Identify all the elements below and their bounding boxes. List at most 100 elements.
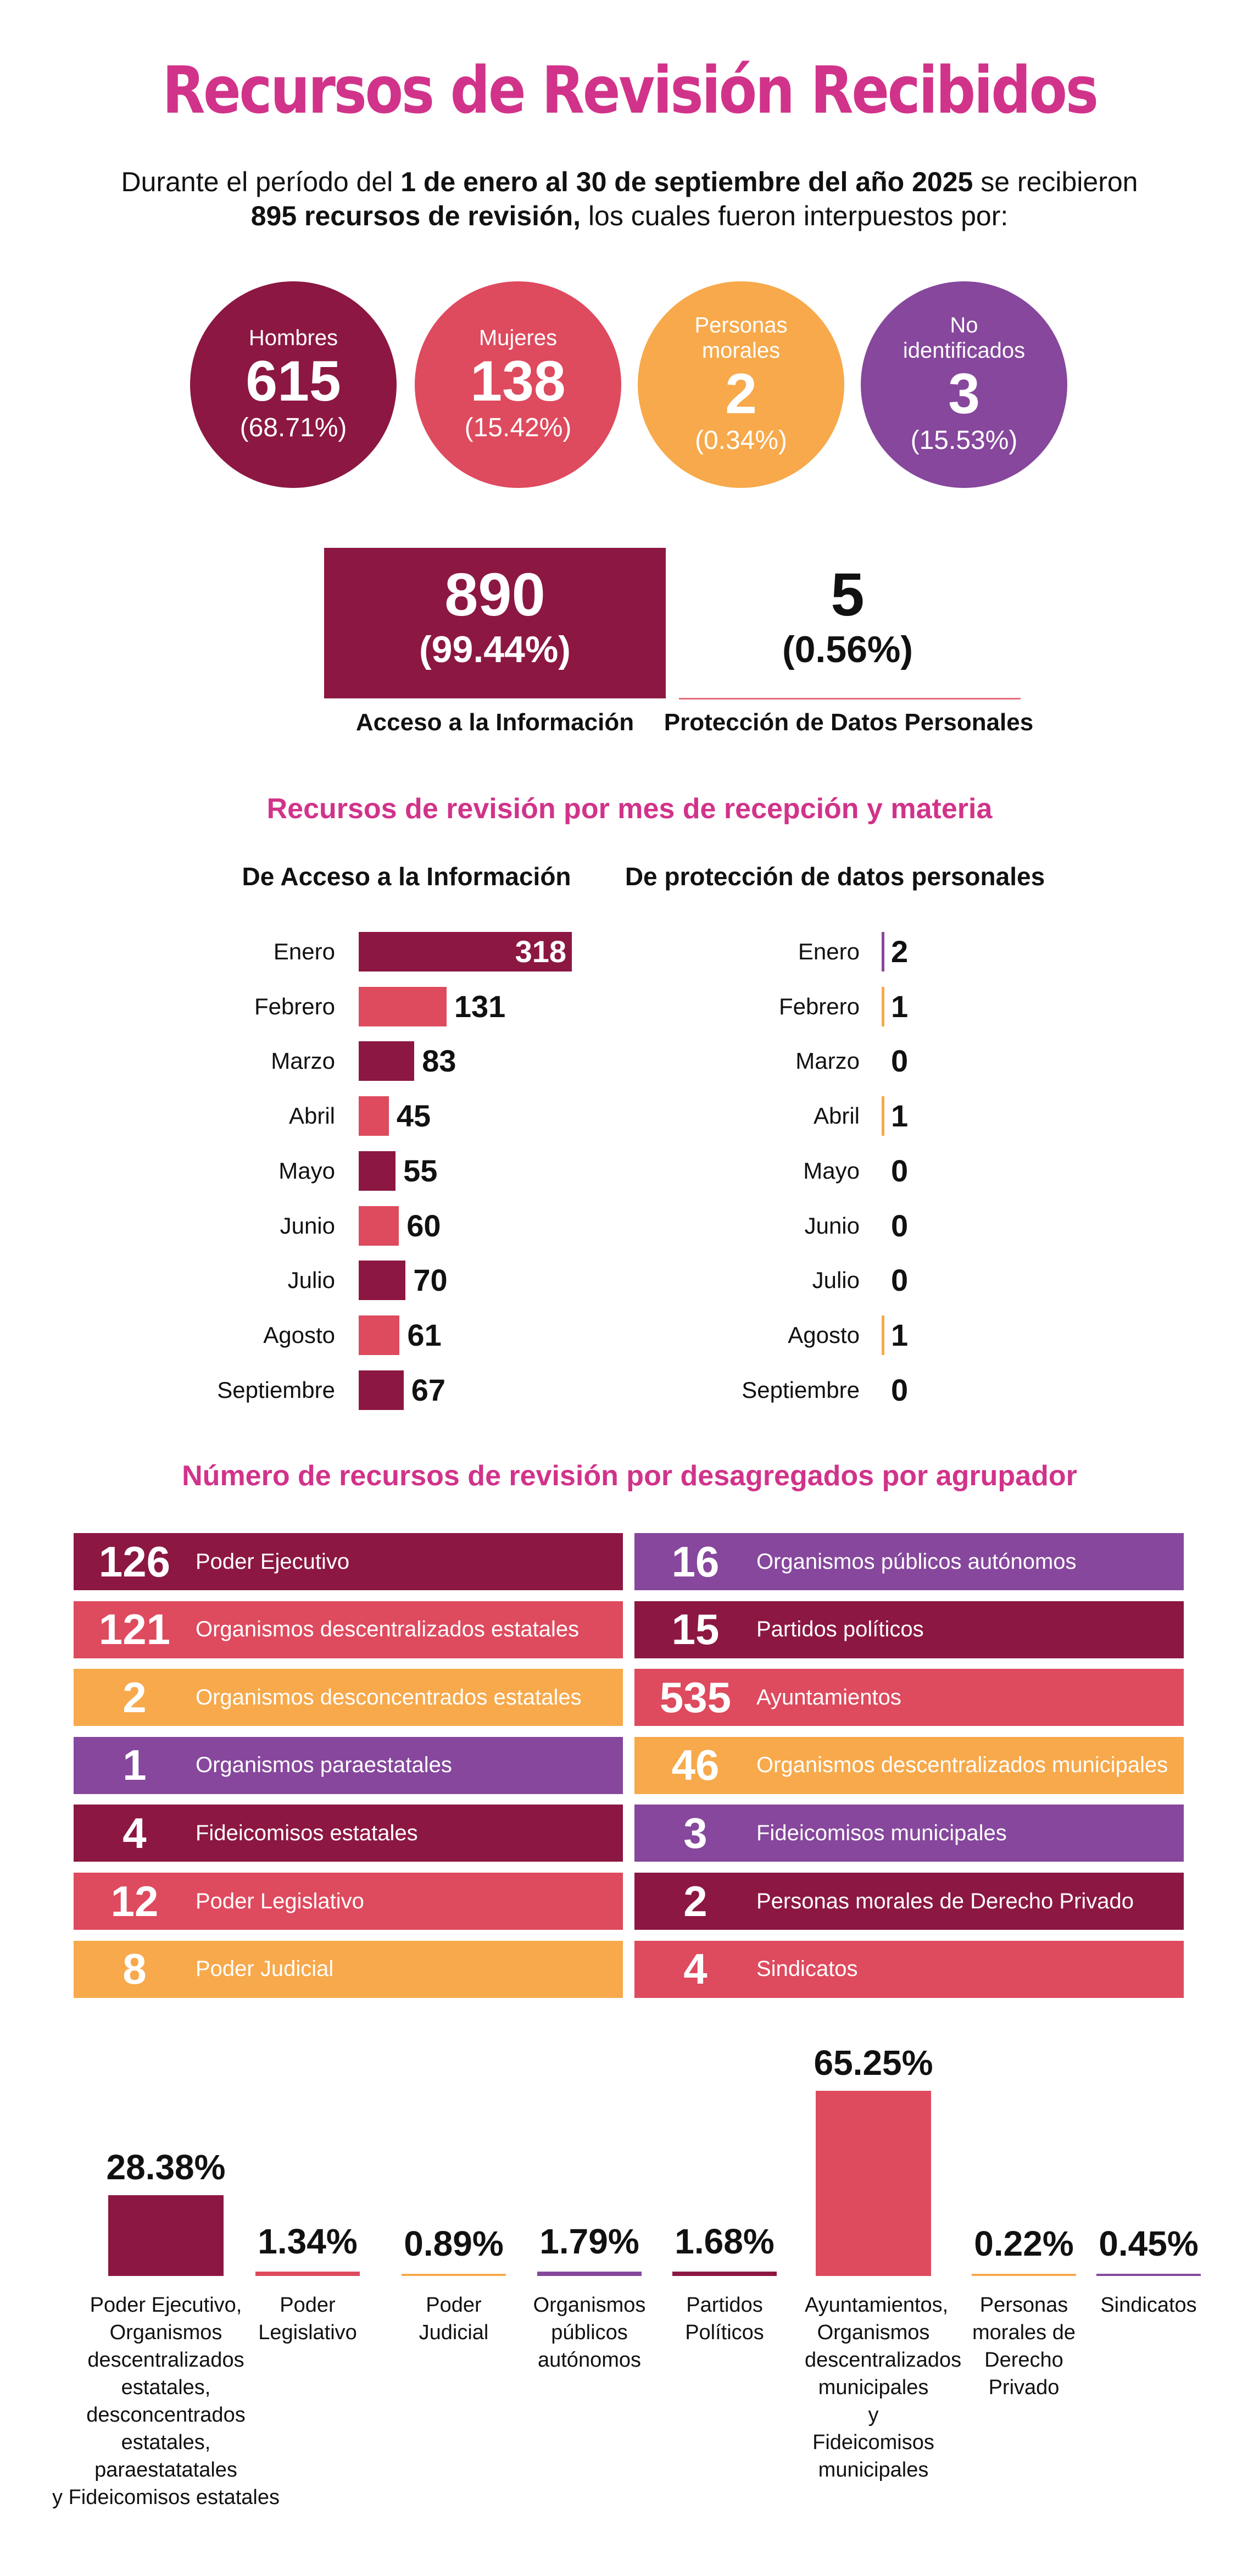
percent-label-line: Poder Ejecutivo, xyxy=(90,2294,242,2317)
circle-label: No identificados xyxy=(903,313,1026,363)
circle-value: 615 xyxy=(246,349,341,413)
percent-label-line: Organismos xyxy=(817,2321,930,2344)
percent-bar xyxy=(1096,2274,1201,2276)
intro-part2: se recibieron xyxy=(973,166,1138,197)
percent-label-line: paraestatatales xyxy=(94,2458,237,2481)
month-label: Enero xyxy=(273,939,335,964)
percent-label-line: morales de xyxy=(972,2321,1076,2344)
agrupador-value: 12 xyxy=(110,1877,159,1925)
percent-label-line: Legislativo xyxy=(258,2321,357,2344)
agrupador-name: Sindicatos xyxy=(756,1957,858,1981)
agrupador-value: 1 xyxy=(122,1741,147,1790)
intro-period: 1 de enero al 30 de septiembre del año 2… xyxy=(400,166,973,197)
acceso-column-heading: De Acceso a la Información xyxy=(242,862,571,891)
bar-agosto xyxy=(882,1315,884,1355)
percent-label-line: Judicial xyxy=(419,2321,489,2344)
bar-agosto xyxy=(359,1315,400,1355)
bar-septiembre xyxy=(359,1370,404,1410)
percent-value: 1.79% xyxy=(539,2222,639,2261)
circle-value: 138 xyxy=(470,349,566,413)
agrupador-row: 8 Poder Judicial xyxy=(74,1940,623,1998)
page-title: Recursos de Revisión Recibidos xyxy=(162,52,1099,128)
agrupador-row: 46 Organismos descentralizados municipale… xyxy=(634,1736,1184,1794)
agrupador-row: 12 Poder Legislativo xyxy=(74,1873,623,1930)
percent-category-label: Poder Ejecutivo, Organismos descentralizad… xyxy=(37,2291,295,2511)
percent-label-line: Poder xyxy=(280,2294,336,2317)
percent-label-line: Ayuntamientos, xyxy=(805,2294,949,2317)
bar-value: 70 xyxy=(413,1263,448,1298)
agrupador-value: 2 xyxy=(683,1877,708,1925)
acceso-informacion-box: 890 (99.44%) xyxy=(324,548,666,698)
percent-category-label: Ayuntamientos, Organismos descentralizados… xyxy=(805,2291,961,2484)
percent-label-line: estatales, xyxy=(121,2431,211,2454)
percent-label-line: Poder xyxy=(426,2294,482,2317)
circle-label: Hombres xyxy=(248,326,338,350)
circle-label: Personas morales xyxy=(694,313,788,363)
agrupador-row: 121 Organismos descentralizados estatales xyxy=(74,1601,623,1658)
agrupador-name: Poder Legislativo xyxy=(196,1889,364,1913)
percent-bar xyxy=(672,2272,777,2276)
agrupador-row: 4 Fideicomisos estatales xyxy=(74,1805,623,1862)
percent-label-line: Sindicatos xyxy=(1100,2294,1197,2317)
month-label: Junio xyxy=(804,1212,860,1239)
percent-bar xyxy=(402,2274,506,2276)
percent-category-label: Partidos Políticos xyxy=(656,2291,793,2346)
percent-bar xyxy=(537,2272,642,2276)
circle-percent: (68.71%) xyxy=(239,413,347,442)
agrupador-name: Organismos desconcentrados estatales xyxy=(196,1685,582,1709)
acceso-label: Acceso a la Información xyxy=(355,709,634,736)
pdp-label: Protección de Datos Personales xyxy=(664,709,1034,736)
bar-value: 0 xyxy=(891,1043,909,1079)
month-label: Abril xyxy=(813,1103,860,1129)
circle-value: 2 xyxy=(725,362,757,426)
percent-label-line: estatales, xyxy=(121,2376,211,2399)
agrupador-name: Organismos descentralizados municipales xyxy=(756,1753,1168,1778)
bar-value: 1 xyxy=(891,1317,909,1352)
agrupador-name: Fideicomisos estatales xyxy=(196,1820,418,1845)
bar-value: 55 xyxy=(403,1153,438,1188)
percent-label-line: Políticos xyxy=(685,2321,764,2344)
circle-label: Mujeres xyxy=(478,326,558,350)
bar-abril xyxy=(359,1096,389,1136)
agrupador-name: Organismos paraestatales xyxy=(196,1753,452,1778)
bar-value: 67 xyxy=(411,1372,446,1407)
bar-abril xyxy=(882,1096,884,1136)
percent-category-label: Personas morales de Derecho Privado xyxy=(955,2291,1093,2401)
pdp-underline xyxy=(679,698,1021,699)
agrupador-name: Poder Judicial xyxy=(196,1957,334,1981)
pdp-percent: (0.56%) xyxy=(782,629,913,670)
bar-julio xyxy=(359,1261,406,1301)
month-label: Mayo xyxy=(803,1157,860,1184)
percent-category-label: Sindicatos xyxy=(1080,2291,1217,2319)
percent-label-line: Derecho xyxy=(984,2349,1063,2372)
agrupador-value: 8 xyxy=(122,1945,147,1994)
bar-value: 45 xyxy=(396,1098,431,1134)
month-label: Mayo xyxy=(278,1157,335,1184)
acceso-percent: (99.44%) xyxy=(419,629,571,670)
bar-value: 0 xyxy=(891,1372,909,1407)
month-label: Julio xyxy=(287,1267,335,1293)
pdp-value: 5 xyxy=(831,561,865,629)
agrupador-name: Organismos públicos autónomos xyxy=(756,1549,1077,1574)
month-label: Marzo xyxy=(795,1048,860,1074)
circle-value: 3 xyxy=(948,362,980,426)
bar-value: 60 xyxy=(406,1208,441,1243)
circle-hombres: Hombres 615 (68.71%) xyxy=(190,281,397,488)
percent-bar xyxy=(972,2274,1076,2276)
percent-label-line: y Fideicomisos xyxy=(812,2403,934,2454)
bar-junio xyxy=(359,1206,399,1246)
month-label: Marzo xyxy=(271,1048,335,1074)
agrupador-value: 4 xyxy=(683,1945,708,1994)
agrupador-row: 2 Organismos desconcentrados estatales xyxy=(74,1669,623,1726)
bar-value: 83 xyxy=(422,1043,456,1079)
percent-category-label: Organismos públicos autónomos xyxy=(521,2291,658,2374)
intro-text: Durante el período del 1 de enero al 30 … xyxy=(80,165,1179,233)
circle-personas-morales: Personas morales 2 (0.34%) xyxy=(638,281,844,488)
circle-percent: (15.53%) xyxy=(910,426,1018,455)
percent-label-line: públicos xyxy=(551,2321,628,2344)
circle-mujeres: Mujeres 138 (15.42%) xyxy=(415,281,621,488)
agrupador-row: 3 Fideicomisos municipales xyxy=(634,1805,1184,1862)
bar-value: 318 xyxy=(515,934,566,969)
percent-label-line: desconcentrados xyxy=(86,2403,246,2427)
agrupador-row: 16 Organismos públicos autónomos xyxy=(634,1533,1184,1590)
